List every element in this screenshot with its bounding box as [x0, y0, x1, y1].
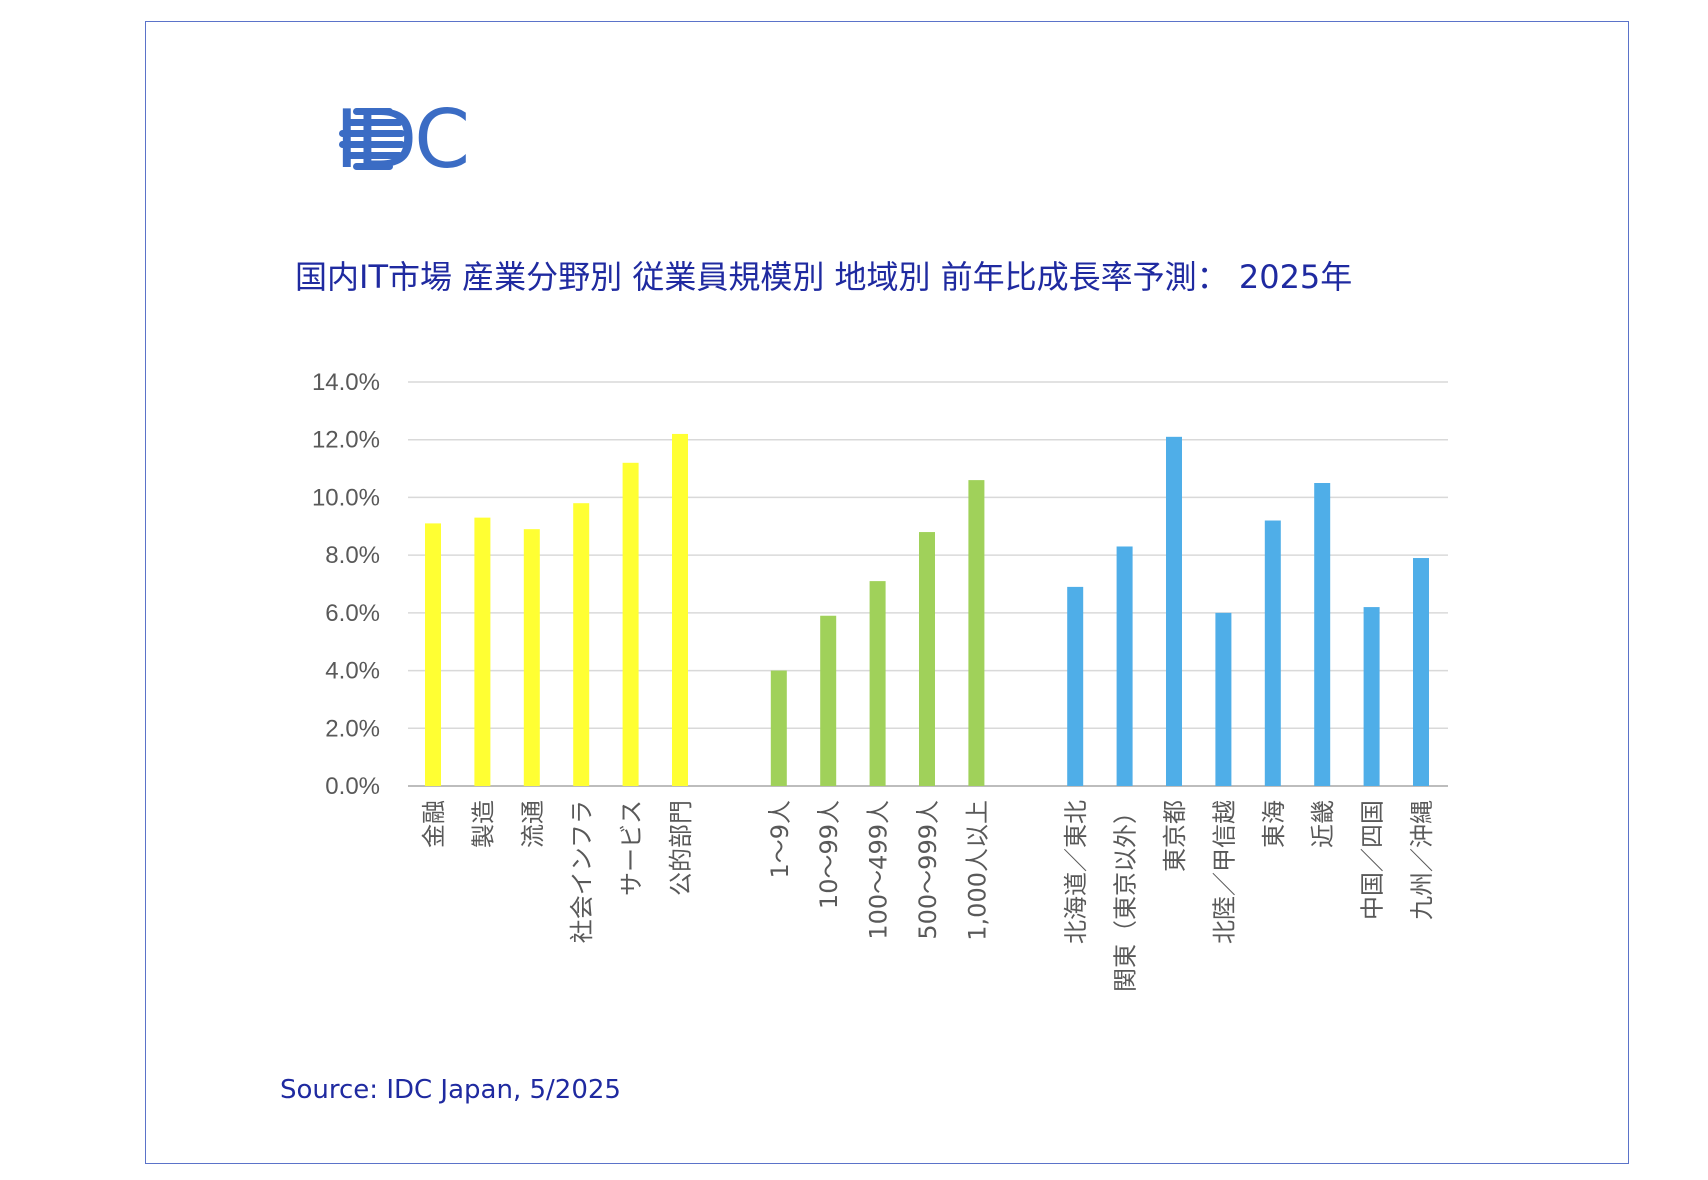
bar [919, 532, 935, 786]
x-tick-label: 10～99人 [815, 800, 843, 909]
bar [1067, 586, 1084, 786]
y-tick-label: 0.0% [325, 773, 380, 800]
x-tick-label: 金融 [420, 800, 448, 848]
x-tick-label: 中国／四国 [1359, 800, 1387, 920]
bar [622, 462, 639, 786]
bar [1116, 546, 1133, 786]
y-tick-label: 14.0% [312, 369, 380, 396]
x-tick-label: 近畿 [1309, 800, 1337, 848]
bar [425, 523, 441, 786]
content-frame [145, 21, 1629, 1164]
x-tick-label: 1～9人 [766, 800, 794, 879]
x-tick-label: 九州／沖縄 [1408, 800, 1436, 920]
x-tick-label: 製造 [469, 800, 497, 848]
bar [1314, 483, 1331, 786]
y-tick-label: 6.0% [325, 600, 380, 627]
x-tick-label: 関東（東京以外） [1112, 800, 1140, 992]
bar [1215, 612, 1232, 786]
y-tick-label: 2.0% [325, 715, 380, 742]
y-tick-label: 4.0% [325, 658, 380, 685]
y-tick-label: 8.0% [325, 542, 380, 569]
bar [820, 615, 837, 786]
x-tick-label: 500～999人 [914, 800, 942, 940]
x-tick-label: 東京都 [1161, 800, 1189, 872]
bar [770, 670, 787, 786]
x-tick-label: 100～499人 [865, 800, 893, 940]
x-tick-label: 北陸／甲信越 [1210, 800, 1238, 944]
idc-logo-text: IDC [335, 93, 470, 186]
x-tick-label: サービス [618, 800, 646, 896]
chart-title: 国内IT市場 産業分野別 従業員規模別 地域別 前年比成長率予測： 2025年 [295, 258, 1353, 296]
bar [1363, 607, 1380, 786]
bar [523, 529, 540, 786]
source-note: Source: IDC Japan, 5/2025 [280, 1075, 621, 1105]
bar [968, 480, 985, 786]
x-tick-label: 社会インフラ [568, 800, 596, 943]
bar [573, 503, 590, 786]
x-tick-label: 公的部門 [667, 800, 695, 896]
x-tick-label: 北海道／東北 [1062, 800, 1090, 944]
y-tick-label: 10.0% [312, 484, 380, 511]
x-tick-label: 東海 [1260, 800, 1288, 848]
y-tick-label: 12.0% [312, 427, 380, 454]
bar [672, 433, 688, 786]
bar [1413, 558, 1429, 786]
idc-logo-icon [339, 108, 405, 170]
x-tick-label: 1,000人以上 [963, 800, 991, 941]
bar [474, 517, 491, 786]
bar [1264, 520, 1281, 786]
bar [1166, 436, 1182, 786]
bar [869, 581, 886, 786]
x-tick-label: 流通 [519, 800, 547, 848]
